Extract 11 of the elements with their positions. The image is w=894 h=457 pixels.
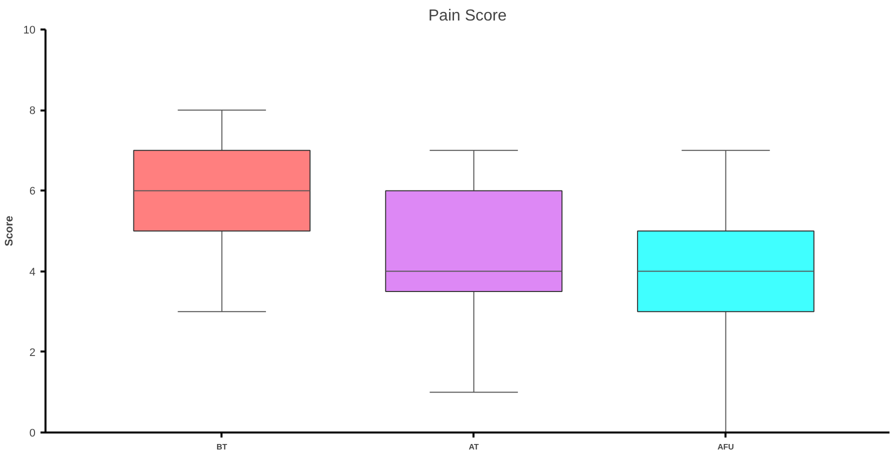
x-tick-label: AFU <box>718 442 734 452</box>
chart-title: Pain Score <box>428 8 507 24</box>
y-tick-label: 2 <box>29 346 36 359</box>
y-tick-label: 4 <box>29 266 36 278</box>
y-tick-label: 6 <box>29 186 36 198</box>
y-axis-title: Score <box>3 216 16 246</box>
y-tick-label: 8 <box>29 105 36 118</box>
y-tick-label: 10 <box>23 24 36 36</box>
x-tick-label: AT <box>468 442 479 452</box>
y-tick-label: 0 <box>29 428 36 440</box>
x-tick-label: BT <box>216 442 228 452</box>
